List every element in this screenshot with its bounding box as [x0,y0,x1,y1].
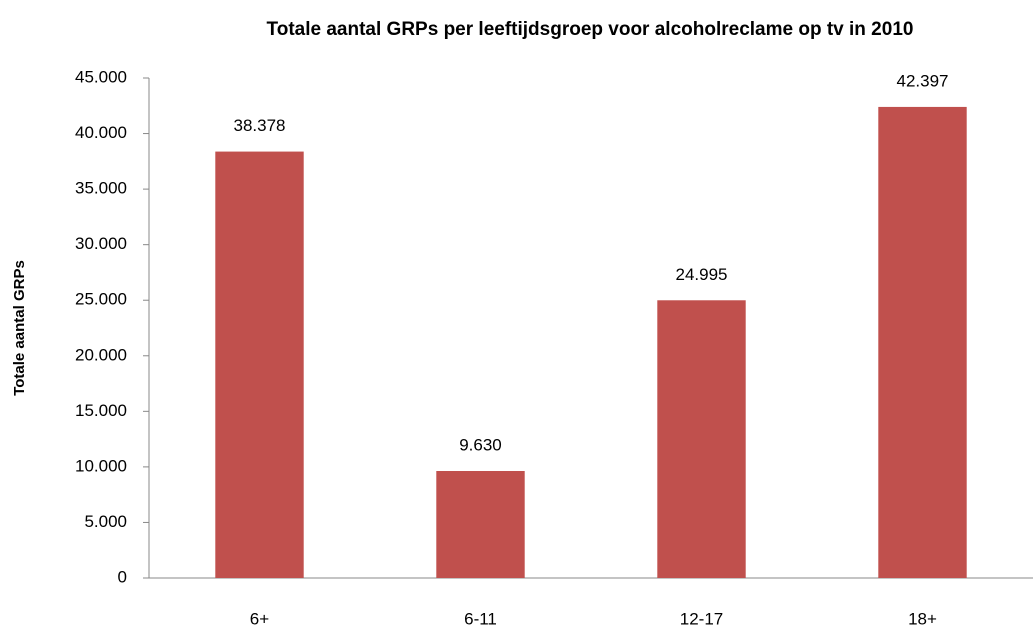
y-tick-label: 35.000 [75,179,127,198]
bar [436,471,525,578]
y-tick-label: 10.000 [75,456,127,475]
x-tick-label: 6+ [250,609,269,628]
y-tick-label: 45.000 [75,67,127,86]
data-label: 9.630 [459,435,502,454]
y-tick-label: 0 [118,567,127,586]
data-label: 38.378 [234,116,286,135]
x-tick-label: 18+ [908,609,937,628]
bar [878,106,967,578]
y-axis-label: Totale aantal GRPs [11,260,28,396]
x-tick-label: 6-11 [464,609,497,628]
y-tick-label: 40.000 [75,123,127,142]
x-tick-label: 12-17 [680,609,723,628]
y-tick-label: 5.000 [84,512,127,531]
chart-title: Totale aantal GRPs per leeftijdsgroep vo… [267,19,914,40]
data-label: 42.397 [897,71,949,90]
y-tick-label: 30.000 [75,234,127,253]
bar [657,300,746,578]
y-tick-label: 20.000 [75,345,127,364]
y-tick-label: 25.000 [75,290,127,309]
y-tick-label: 15.000 [75,401,127,420]
bar [215,151,304,579]
data-label: 24.995 [676,265,728,284]
